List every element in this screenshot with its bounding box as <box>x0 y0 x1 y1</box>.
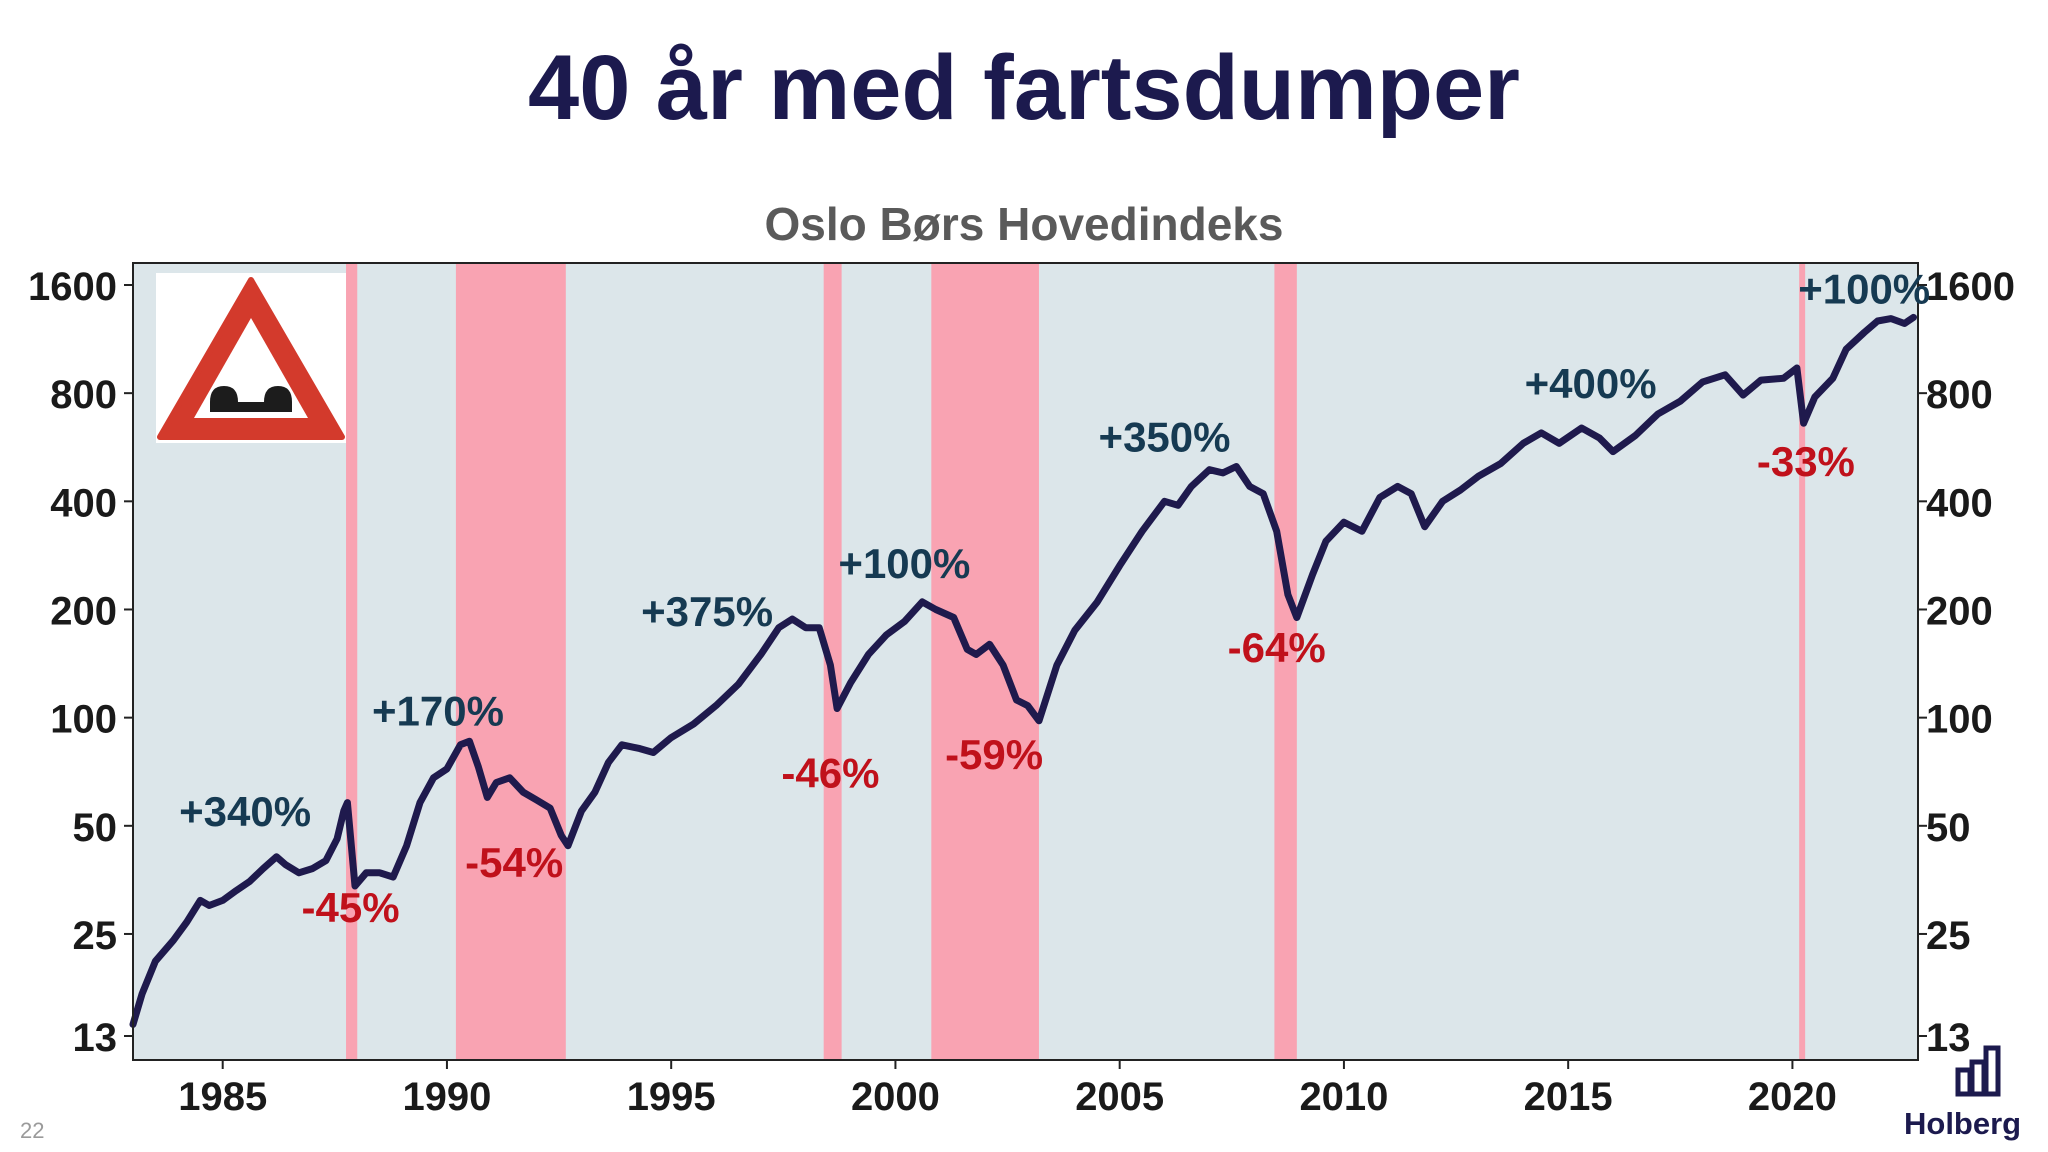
loss-annotation: -59% <box>945 731 1043 778</box>
x-tick-label: 1985 <box>178 1075 267 1119</box>
gain-annotation: +340% <box>179 788 311 835</box>
loss-annotation: -33% <box>1757 438 1855 485</box>
x-axis: 1985 1990 1995 2000 2005 2010 2015 2020 <box>178 1060 1837 1119</box>
gain-annotation: +100% <box>1798 266 1930 313</box>
x-tick-label: 2020 <box>1748 1075 1837 1119</box>
x-tick-label: 2015 <box>1524 1075 1613 1119</box>
x-tick-label: 2005 <box>1075 1075 1164 1119</box>
series-line <box>129 313 1917 1028</box>
y-tick-label-left: 100 <box>50 698 117 742</box>
series-lines <box>129 313 1917 1028</box>
y-tick-label-left: 13 <box>73 1016 118 1060</box>
x-tick-label: 1995 <box>627 1075 716 1119</box>
x-tick-label: 2010 <box>1299 1075 1388 1119</box>
y-tick-label-right: 13 <box>1926 1016 1971 1060</box>
chart-title: Oslo Børs Hovedindeks <box>765 198 1284 250</box>
slide-title: 40 år med fartsdumper <box>528 37 1520 139</box>
annotations: +340% -45% +170% -54% +375% -46% +100% -59% +350… <box>179 266 1930 931</box>
gain-annotation: +170% <box>372 688 504 735</box>
loss-annotation: -54% <box>465 839 563 886</box>
y-tick-label-left: 800 <box>50 373 117 417</box>
gain-annotation: +100% <box>838 540 970 587</box>
y-tick-label-right: 1600 <box>1926 265 2015 309</box>
gain-annotation: +400% <box>1525 360 1657 407</box>
loss-annotation: -64% <box>1228 624 1326 671</box>
y-tick-label-left: 50 <box>73 806 118 850</box>
holberg-logo-icon <box>1955 1045 2001 1097</box>
page-number: 22 <box>20 1118 45 1143</box>
y-tick-label-right: 100 <box>1926 698 1993 742</box>
y-tick-label-left: 25 <box>73 914 118 958</box>
plot-frame <box>132 262 1919 1061</box>
holberg-logo: Holberg <box>1904 1040 2022 1141</box>
y-tick-label-left: 1600 <box>28 265 117 309</box>
y-tick-label-left: 400 <box>50 481 117 525</box>
loss-annotation: -45% <box>301 884 399 931</box>
loss-annotation: -46% <box>781 749 879 796</box>
bear-market-band <box>931 263 1039 1060</box>
gain-annotation: +375% <box>641 588 773 635</box>
y-tick-label-right: 25 <box>1926 914 1971 958</box>
x-tick-label: 1990 <box>402 1075 491 1119</box>
bear-market-band <box>1799 263 1806 1060</box>
bear-market-bands <box>346 263 1806 1060</box>
x-tick-label: 2000 <box>851 1075 940 1119</box>
y-axis-right: 13 25 50 100 200 400 800 1600 <box>1918 265 2015 1060</box>
y-tick-label-left: 200 <box>50 589 117 633</box>
speed-bump-warning-sign-icon <box>156 273 346 443</box>
bear-market-band <box>455 263 566 1060</box>
gain-annotation: +350% <box>1099 414 1231 461</box>
y-tick-label-right: 400 <box>1926 481 1993 525</box>
y-tick-label-right: 200 <box>1926 589 1993 633</box>
bear-market-band <box>346 263 358 1060</box>
logo-text: Holberg <box>1904 1106 2022 1141</box>
bear-market-band <box>1274 263 1297 1060</box>
y-tick-label-right: 50 <box>1926 806 1971 850</box>
y-axis-left: 13 25 50 100 200 400 800 1600 <box>28 265 133 1060</box>
y-tick-label-right: 800 <box>1926 373 1993 417</box>
